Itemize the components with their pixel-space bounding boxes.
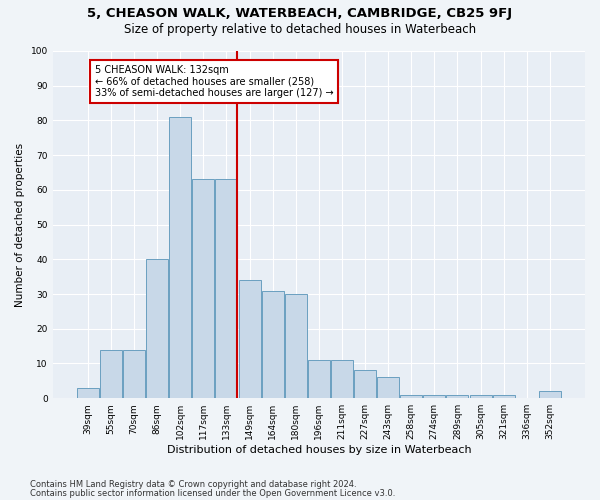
Bar [169, 117, 191, 398]
Bar [77, 388, 99, 398]
Bar [308, 360, 330, 398]
Bar [470, 394, 491, 398]
Bar [285, 294, 307, 398]
Text: Contains public sector information licensed under the Open Government Licence v3: Contains public sector information licen… [30, 489, 395, 498]
Bar [493, 394, 515, 398]
Bar [331, 360, 353, 398]
Text: 5, CHEASON WALK, WATERBEACH, CAMBRIDGE, CB25 9FJ: 5, CHEASON WALK, WATERBEACH, CAMBRIDGE, … [88, 8, 512, 20]
Bar [446, 394, 469, 398]
Bar [215, 180, 238, 398]
Bar [377, 378, 399, 398]
Y-axis label: Number of detached properties: Number of detached properties [15, 142, 25, 306]
Bar [354, 370, 376, 398]
Bar [539, 392, 561, 398]
X-axis label: Distribution of detached houses by size in Waterbeach: Distribution of detached houses by size … [167, 445, 471, 455]
Bar [424, 394, 445, 398]
Bar [400, 394, 422, 398]
Bar [123, 350, 145, 398]
Bar [262, 290, 284, 398]
Bar [239, 280, 260, 398]
Bar [146, 260, 168, 398]
Text: 5 CHEASON WALK: 132sqm
← 66% of detached houses are smaller (258)
33% of semi-de: 5 CHEASON WALK: 132sqm ← 66% of detached… [95, 65, 334, 98]
Bar [100, 350, 122, 398]
Bar [193, 180, 214, 398]
Text: Contains HM Land Registry data © Crown copyright and database right 2024.: Contains HM Land Registry data © Crown c… [30, 480, 356, 489]
Text: Size of property relative to detached houses in Waterbeach: Size of property relative to detached ho… [124, 22, 476, 36]
